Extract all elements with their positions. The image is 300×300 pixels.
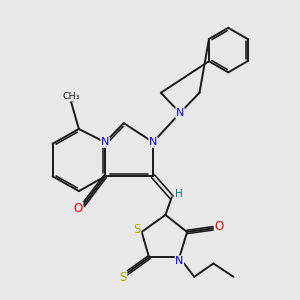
Text: S: S <box>133 223 141 236</box>
Text: N: N <box>176 108 184 118</box>
Text: H: H <box>175 189 182 199</box>
Text: O: O <box>74 202 83 215</box>
Text: CH₃: CH₃ <box>62 92 80 101</box>
Text: N: N <box>149 137 157 147</box>
Text: N: N <box>175 256 184 266</box>
Text: O: O <box>214 220 224 233</box>
Text: S: S <box>119 271 127 284</box>
Text: N: N <box>101 137 109 147</box>
